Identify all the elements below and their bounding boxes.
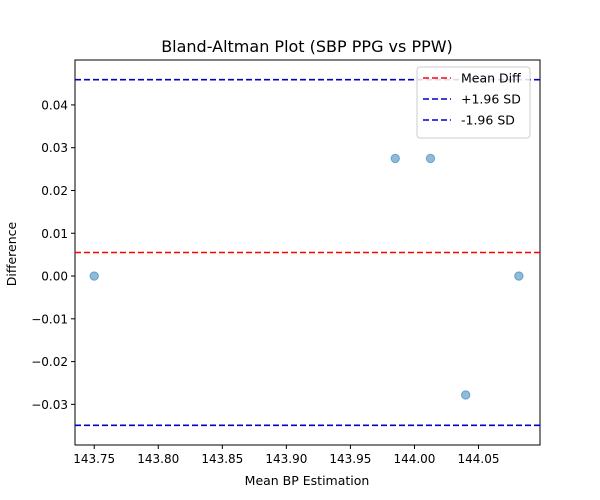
data-point (390, 153, 400, 164)
y-tick-label: 0.02 (41, 184, 68, 198)
y-tick-label: 0.00 (41, 270, 68, 284)
data-point (425, 153, 436, 164)
y-tick-label: 0.01 (41, 227, 68, 241)
legend-label-2: -1.96 SD (461, 113, 515, 128)
y-tick-label: −0.01 (31, 312, 68, 326)
data-point (514, 271, 524, 281)
x-tick-label: 143.85 (201, 452, 243, 466)
x-tick-label: 143.75 (73, 452, 115, 466)
x-tick-label: 144.05 (458, 452, 500, 466)
data-point (461, 390, 471, 400)
x-tick-label: 143.80 (137, 452, 179, 466)
y-tick-label: −0.03 (31, 398, 68, 412)
y-tick-label: 0.04 (41, 98, 68, 112)
data-point (89, 271, 99, 281)
y-axis-label: Difference (4, 221, 19, 286)
x-tick-label: 144.00 (393, 452, 435, 466)
y-tick-label: −0.02 (31, 355, 68, 369)
legend-label-0: Mean Diff (461, 71, 521, 86)
legend-label-1: +1.96 SD (461, 92, 521, 107)
chart-title: Bland-Altman Plot (SBP PPG vs PPW) (161, 37, 453, 56)
x-tick-label: 143.90 (265, 452, 307, 466)
y-tick-label: 0.03 (41, 141, 68, 155)
x-tick-label: 143.95 (329, 452, 371, 466)
x-axis-label: Mean BP Estimation (245, 473, 370, 488)
